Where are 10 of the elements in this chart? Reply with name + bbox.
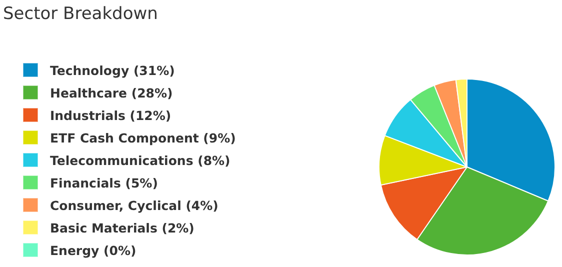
legend-label: Consumer, Cyclical (4%) [50,198,218,213]
legend-label: Technology (31%) [50,63,175,78]
chart-title: Sector Breakdown [3,4,158,24]
legend-label: Telecommunications (8%) [50,153,230,168]
legend-label: Energy (0%) [50,243,136,258]
legend-label: Industrials (12%) [50,108,172,123]
legend-label: Basic Materials (2%) [50,220,194,236]
legend-label: Financials (5%) [50,176,158,190]
legend-label: Healthcare (28%) [50,86,173,100]
legend-label: ETF Cash Component (9%) [50,130,236,146]
